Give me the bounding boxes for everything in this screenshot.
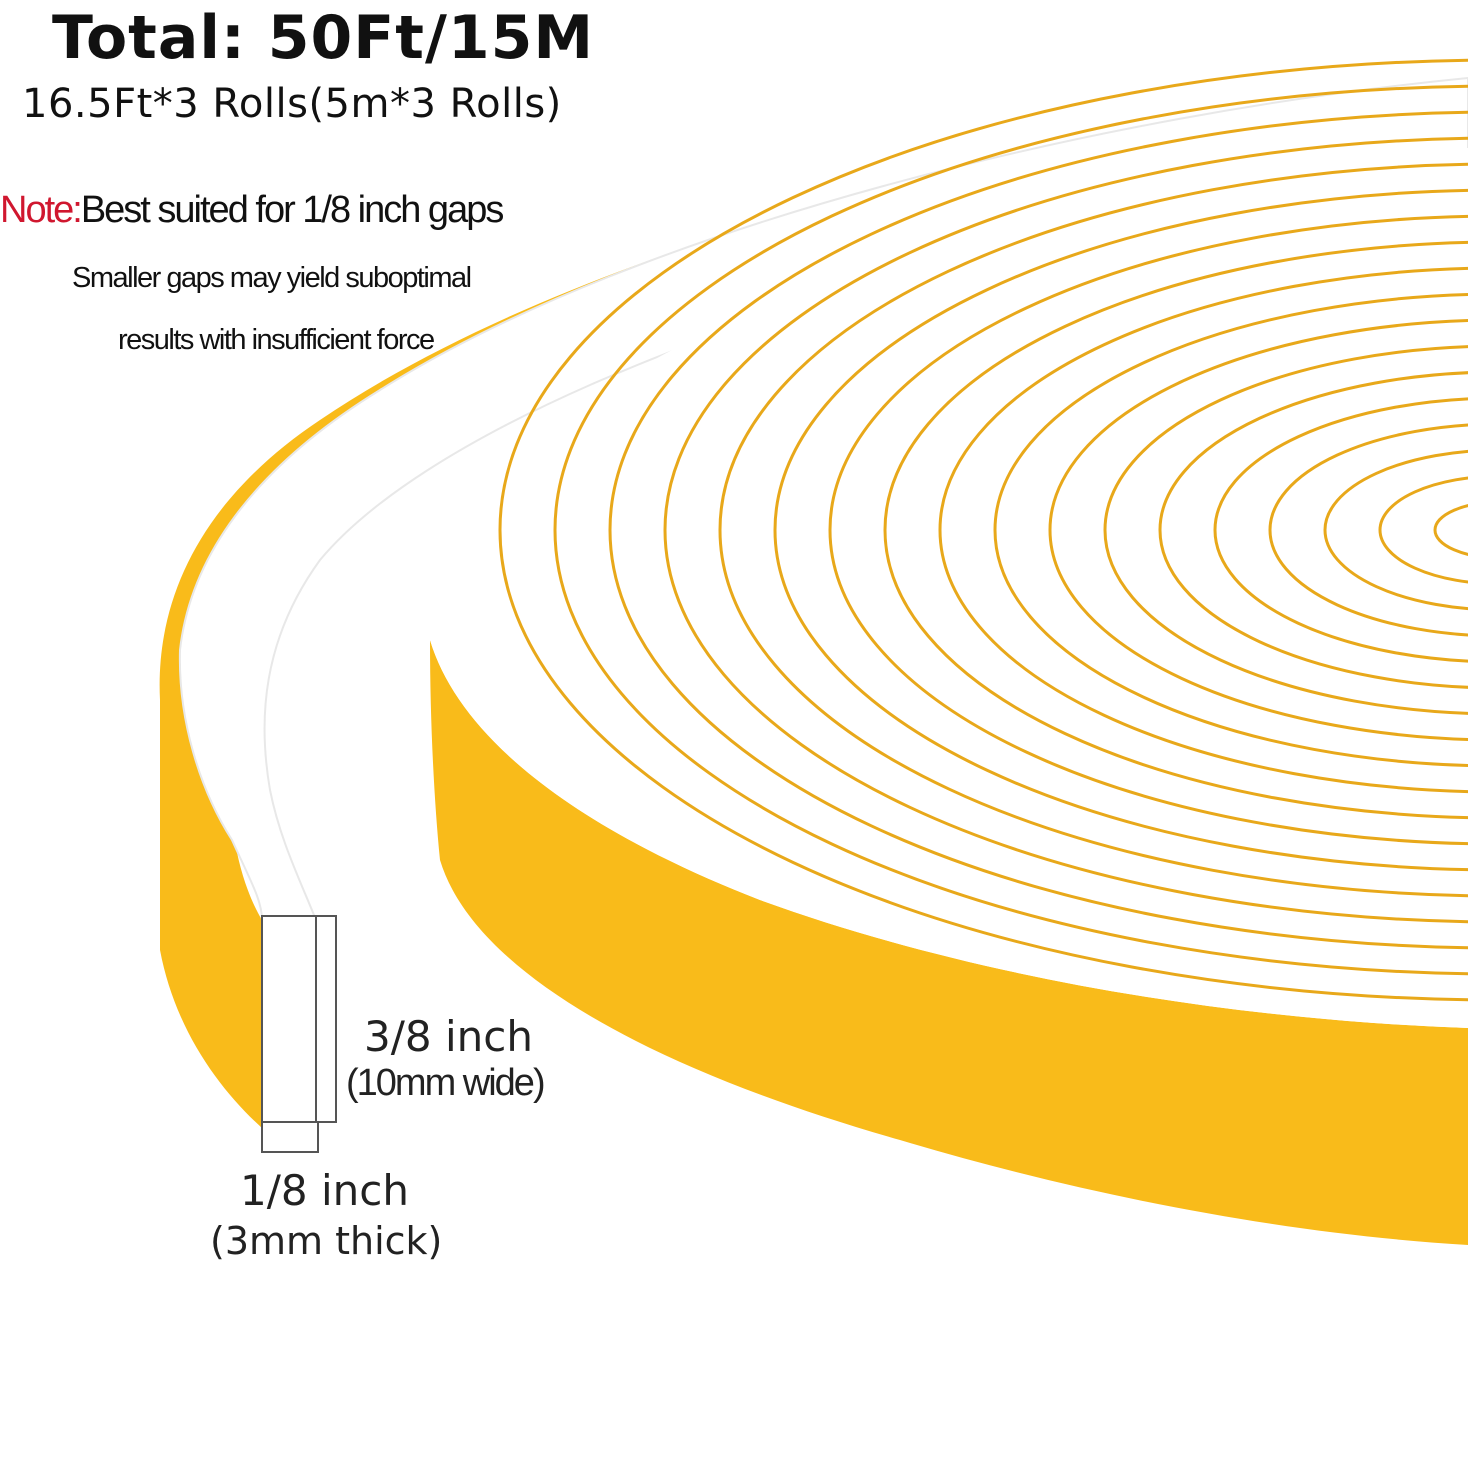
roll-ring (553, 84, 1468, 976)
roll-ring (938, 266, 1468, 794)
roll-rings (498, 58, 1468, 1002)
note-line: Note:Best suited for 1/8 inch gaps (0, 184, 505, 236)
roll-ring (1103, 345, 1468, 715)
roll-ring (1213, 397, 1468, 663)
note-text: Best suited for 1/8 inch gaps (80, 189, 505, 231)
thickness-bracket (261, 1121, 319, 1153)
roll-ring (828, 214, 1468, 846)
roll-side-wall (430, 640, 1468, 1245)
roll-top-face (429, 148, 1468, 1028)
roll-ring (1323, 449, 1468, 611)
rolls-subheading: 16.5Ft*3 Rolls(5m*3 Rolls) (22, 81, 562, 127)
roll-ring (1158, 371, 1468, 689)
roll-ring (718, 162, 1468, 898)
roll-ring (1048, 319, 1468, 741)
note-detail-line-2: results with insufficient force (118, 324, 435, 356)
width-bracket (261, 915, 337, 1123)
roll-ring (1433, 504, 1468, 556)
thickness-label: 1/8 inch (240, 1166, 409, 1215)
roll-ring (608, 110, 1468, 950)
total-length-heading: Total: 50Ft/15M (52, 3, 595, 73)
thickness-metric-label: (3mm thick) (210, 1219, 443, 1263)
roll-ring (993, 293, 1468, 767)
roll-ring (663, 136, 1468, 924)
roll-ring (883, 240, 1468, 820)
width-metric-label: (10mm wide) (346, 1062, 546, 1104)
roll-ring (1268, 423, 1468, 637)
note-label: Note: (0, 189, 83, 231)
note-detail-line-1: Smaller gaps may yield suboptimal (72, 262, 472, 294)
width-label: 3/8 inch (364, 1012, 533, 1061)
roll-ring (1378, 476, 1468, 584)
roll-ring (498, 58, 1468, 1002)
roll-ring (773, 188, 1468, 872)
